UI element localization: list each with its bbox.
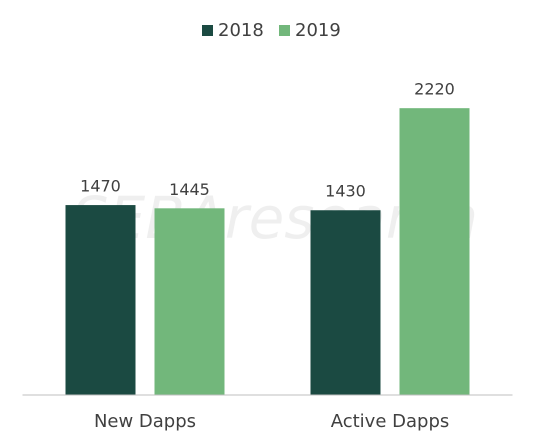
bar (310, 210, 381, 395)
legend-label: 2018 (218, 20, 264, 41)
x-tick-label: Active Dapps (331, 411, 450, 432)
legend-swatch (279, 25, 290, 36)
bar (399, 108, 470, 396)
legend-swatch (202, 25, 213, 36)
value-label: 1445 (169, 180, 210, 199)
value-label: 1430 (325, 182, 366, 201)
value-label: 1470 (80, 177, 121, 196)
bar (65, 205, 136, 395)
legend-label: 2019 (295, 20, 341, 41)
value-label: 2220 (414, 80, 455, 99)
bar (154, 208, 225, 395)
x-tick-label: New Dapps (94, 411, 196, 432)
